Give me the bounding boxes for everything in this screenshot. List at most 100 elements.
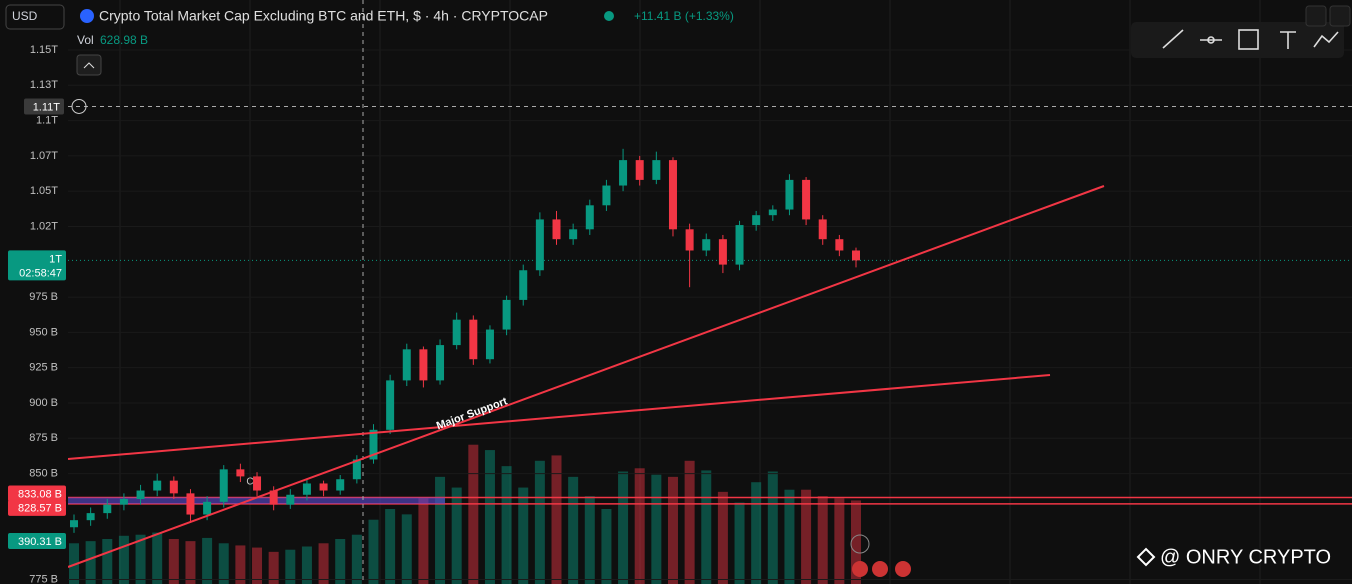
volume-bar bbox=[335, 539, 346, 584]
last-price: 1T bbox=[49, 253, 62, 265]
level-label-bg bbox=[8, 485, 66, 502]
candle-body bbox=[535, 219, 544, 271]
volume-bar bbox=[268, 551, 279, 584]
candle-body bbox=[569, 229, 578, 240]
window-button[interactable] bbox=[1305, 5, 1327, 27]
volume-value: 628.98 B bbox=[100, 33, 148, 47]
tool-path[interactable] bbox=[1313, 31, 1339, 48]
window-button[interactable] bbox=[1329, 5, 1351, 27]
volume-bar bbox=[751, 482, 762, 584]
status-dot bbox=[604, 11, 614, 21]
volume-bar bbox=[634, 468, 645, 584]
volume-bar bbox=[468, 444, 479, 584]
volume-bar bbox=[168, 539, 179, 584]
candle-body bbox=[718, 239, 727, 265]
volume-bar bbox=[817, 496, 828, 584]
candle-body bbox=[336, 479, 345, 491]
candle-body bbox=[419, 349, 428, 381]
volume-bar bbox=[518, 487, 529, 584]
volume-bar bbox=[202, 537, 213, 584]
candle-body bbox=[436, 345, 445, 381]
volume-bar bbox=[601, 509, 612, 584]
y-tick-label: 1.13T bbox=[30, 79, 58, 91]
volume-bar bbox=[501, 466, 512, 584]
y-tick-label: 1.15T bbox=[30, 44, 58, 56]
volume-bar bbox=[185, 541, 196, 584]
volume-bar bbox=[651, 474, 662, 584]
volume-bar bbox=[584, 496, 595, 584]
candle-body bbox=[153, 480, 162, 491]
candle-body bbox=[119, 498, 128, 505]
candle-body bbox=[768, 209, 777, 216]
volume-bar bbox=[152, 532, 163, 584]
watermark: @ ONRY CRYPTO bbox=[1160, 546, 1331, 568]
candle-body bbox=[502, 299, 511, 330]
chart-title: Crypto Total Market Cap Excluding BTC an… bbox=[99, 8, 548, 24]
candle-body bbox=[253, 476, 262, 491]
volume-bar bbox=[568, 476, 579, 584]
volume-last-label: 390.31 B bbox=[18, 536, 62, 548]
volume-bar bbox=[618, 471, 629, 584]
volume-bar bbox=[851, 500, 861, 584]
tool-rect[interactable] bbox=[1238, 29, 1259, 50]
last-price-bg bbox=[8, 250, 66, 281]
tool-text[interactable] bbox=[1280, 31, 1296, 49]
annotation: C bbox=[246, 477, 253, 488]
y-tick-label: 950 B bbox=[29, 326, 58, 338]
volume-bar bbox=[85, 541, 96, 584]
symbol-icon bbox=[80, 9, 94, 23]
candle-body bbox=[86, 513, 95, 521]
candle-body bbox=[785, 179, 794, 210]
candle-body bbox=[852, 250, 860, 261]
countdown: 02:58:47 bbox=[19, 267, 62, 279]
y-tick-label: 1.1T bbox=[36, 114, 58, 126]
tool-line[interactable] bbox=[1162, 29, 1184, 49]
candle-body bbox=[203, 501, 212, 515]
currency-button[interactable] bbox=[5, 4, 65, 30]
collapse-button[interactable] bbox=[76, 54, 102, 76]
y-tick-label: 875 B bbox=[29, 432, 58, 444]
candle-body bbox=[668, 160, 677, 230]
candle-body bbox=[70, 520, 78, 528]
volume-bar bbox=[235, 545, 246, 584]
candle-body bbox=[469, 319, 478, 360]
candle-body bbox=[402, 349, 411, 381]
volume-bar bbox=[834, 498, 845, 584]
volume-bar bbox=[418, 498, 429, 584]
volume-bar bbox=[734, 502, 745, 584]
event-icon[interactable] bbox=[850, 534, 870, 554]
volume-last-label-bg bbox=[8, 533, 66, 549]
candle-body bbox=[602, 185, 611, 206]
change: +11.41 B (+1.33%) bbox=[634, 9, 734, 23]
volume-bar bbox=[717, 491, 728, 584]
candle-body bbox=[186, 493, 195, 515]
candle-body bbox=[818, 219, 827, 240]
candle-body bbox=[635, 160, 644, 180]
event-flag[interactable] bbox=[895, 561, 911, 577]
volume-bar bbox=[102, 539, 113, 584]
y-tick-label: 1.02T bbox=[30, 220, 58, 232]
candle-body bbox=[386, 380, 395, 430]
volume-bar bbox=[784, 489, 795, 584]
volume-bar bbox=[767, 471, 778, 584]
candle-body bbox=[802, 179, 811, 220]
volume-bar bbox=[351, 534, 362, 584]
candle-body bbox=[619, 160, 628, 186]
event-flag[interactable] bbox=[872, 561, 888, 577]
event-flag[interactable] bbox=[852, 561, 868, 577]
crosshair-label-bg bbox=[24, 98, 64, 115]
volume-bar bbox=[318, 543, 329, 584]
candle-body bbox=[835, 239, 844, 251]
level-label-bg bbox=[8, 499, 66, 516]
candle-body bbox=[352, 459, 361, 480]
add-alert-button bbox=[71, 98, 87, 114]
volume-label: Vol bbox=[77, 33, 94, 47]
candle-body bbox=[652, 160, 661, 180]
candle-body bbox=[685, 229, 694, 251]
volume-bar bbox=[667, 476, 678, 584]
volume-bar bbox=[801, 489, 812, 584]
candle-body bbox=[136, 490, 145, 499]
trend-line bbox=[67, 374, 1051, 460]
drawing-toolbar bbox=[1131, 22, 1344, 58]
level-label: 833.08 B bbox=[18, 488, 62, 500]
